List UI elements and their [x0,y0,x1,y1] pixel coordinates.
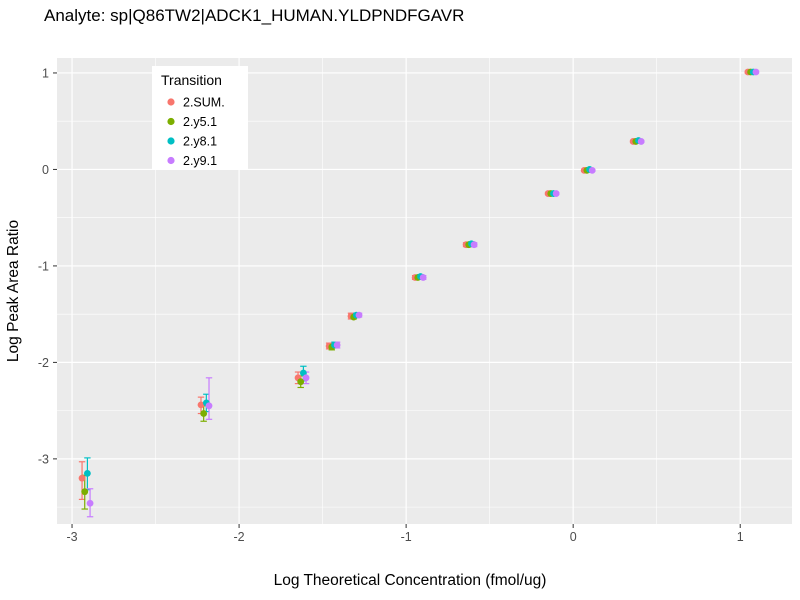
legend-label: 2.SUM. [183,96,225,110]
data-point [86,499,94,507]
y-axis-label: Log Peak Area Ratio [5,220,22,362]
legend-key-2.y8.1 [167,137,175,145]
data-point [637,138,645,145]
data-point [419,274,427,281]
major-grid-layer [57,58,792,524]
data-point [200,410,208,417]
x-axis-label: Log Theoretical Concentration (fmol/ug) [274,572,547,589]
data-point [205,402,213,410]
legend-label: 2.y5.1 [183,115,217,129]
x-tick-label: -3 [66,530,77,544]
chart-title: Analyte: sp|Q86TW2|ADCK1_HUMAN.YLDPNDFGA… [44,6,464,25]
x-tick-label: -1 [401,530,412,544]
minor-grid-layer [57,58,792,524]
x-tick-label: 1 [737,530,744,544]
y-tick-label: -2 [38,356,49,370]
y-tick-label: 0 [42,163,49,177]
legend-key-2.y5.1 [167,117,175,126]
data-point [302,374,310,382]
x-tick-label: -2 [234,530,245,544]
data-point [78,474,86,482]
data-point [84,469,91,477]
legend-label: 2.y8.1 [183,135,217,149]
tick-layer: -3 -2 -1 0 1 1 0 -1 -2 -3 [38,66,744,544]
data-point [355,311,363,319]
data-point [588,166,596,174]
data-point [197,401,205,409]
legend-title: Transition [161,72,222,88]
data-point [470,241,478,249]
y-tick-label: -1 [38,259,49,273]
data-point [552,190,560,197]
data-point [297,378,305,386]
data-point [333,341,341,349]
data-point [81,488,89,496]
legend-box [152,66,248,169]
legend-label: 2.y9.1 [183,154,217,168]
legend-key-2.y9.1 [167,156,175,165]
y-tick-label: -3 [38,452,49,466]
data-point [752,68,760,76]
legend-key-2.SUM. [167,98,175,106]
x-tick-label: 0 [570,530,577,544]
data-layer [78,68,760,518]
y-tick-label: 1 [42,66,49,80]
legend-layer: Transition 2.SUM. 2.y5.1 2.y8.1 2.y9.1 [152,66,248,169]
